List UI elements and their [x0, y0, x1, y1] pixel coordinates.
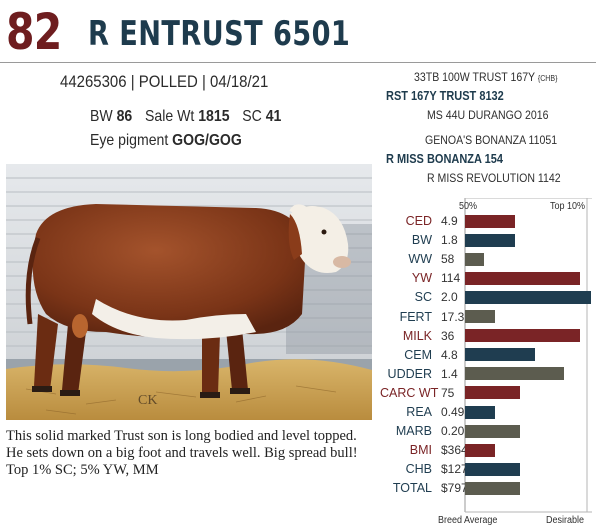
- epd-value-udder: 1.4: [441, 366, 458, 381]
- epd-value-fert: 17.3: [441, 309, 465, 324]
- registration-number: 44265306: [60, 72, 127, 91]
- eye-pigment-value: GOG/GOG: [172, 132, 242, 149]
- epd-label-bmi: BMI: [409, 443, 432, 458]
- eye-pigment: Eye pigment GOG/GOG: [90, 131, 242, 151]
- epd-bar-cem: [465, 348, 535, 362]
- epd-label-milk: MILK: [402, 328, 432, 343]
- epd-bar-bmi: [465, 443, 495, 457]
- epd-value-cem: 4.8: [441, 347, 458, 362]
- epd-bar-chb: [465, 462, 520, 476]
- epd-chart: 50% Top 10% CED 4.9 BW 1.8 WW 58 YW 114 SC 2.0 FER…: [380, 198, 592, 526]
- epd-value-yw: 114: [441, 271, 461, 286]
- chart-label-breed-average: Breed Average: [438, 515, 498, 526]
- epd-label-ww: WW: [408, 252, 432, 267]
- bw-value: 86: [116, 108, 133, 125]
- sale-wt-value: 1815: [198, 108, 230, 125]
- epd-bar-ww: [465, 252, 484, 266]
- bull-name: R ENTRUST 6501: [88, 14, 351, 54]
- epd-label-carc-wt: CARC WT: [380, 385, 439, 400]
- epd-value-sc: 2.0: [441, 290, 458, 305]
- sc-value: 41: [265, 108, 282, 125]
- sale-wt-label: Sale Wt: [144, 108, 195, 125]
- photo-watermark: CK: [138, 393, 157, 408]
- epd-label-total: TOTAL: [392, 481, 432, 496]
- pedigree-sire: RST 167Y TRUST 8132: [386, 89, 504, 103]
- bw-label: BW: [90, 108, 113, 125]
- epd-label-sc: SC: [414, 290, 432, 305]
- chart-label-50-percent: 50%: [459, 201, 478, 212]
- epd-label-rea: REA: [406, 405, 432, 419]
- epd-label-bw: BW: [411, 233, 432, 248]
- lot-number: 82: [6, 3, 62, 61]
- registration-line: 44265306 | POLLED | 04/18/21: [60, 72, 268, 92]
- epd-value-bw: 1.8: [441, 233, 458, 248]
- epd-bar-milk: [465, 329, 580, 343]
- epd-value-bmi: $364: [441, 443, 468, 458]
- epd-bar-fert: [465, 310, 495, 323]
- pedigree-sire-dam: MS 44U DURANGO 2016: [427, 108, 549, 122]
- separator: |: [201, 72, 206, 91]
- epd-label-cem: CEM: [404, 347, 432, 362]
- epd-bar-marb: [465, 424, 520, 438]
- epd-bar-bw: [465, 233, 515, 247]
- bull-illustration: CK: [6, 164, 372, 420]
- bull-photo: CK: [6, 164, 372, 420]
- header-divider: [0, 62, 596, 63]
- epd-value-total: $797: [441, 481, 468, 496]
- epd-label-chb: CHB: [405, 462, 432, 477]
- polled-status: POLLED: [138, 72, 198, 91]
- epd-bar-udder: [465, 367, 564, 381]
- epd-value-carc-wt: 75: [441, 385, 455, 400]
- pedigree-sire-sire: 33TB 100W TRUST 167Y {CHB}: [414, 70, 558, 84]
- epd-value-rea: 0.49: [441, 405, 465, 419]
- epd-value-ww: 58: [441, 252, 455, 267]
- bull-description: This solid marked Trust son is long bodi…: [6, 428, 358, 478]
- epd-value-milk: 36: [441, 328, 455, 343]
- pedigree-dam: R MISS BONANZA 154: [386, 152, 503, 166]
- epd-bar-ced: [465, 214, 515, 228]
- separator: |: [130, 72, 135, 91]
- epd-bar-total: [465, 481, 520, 495]
- performance-stats: BW 86 Sale Wt 1815 SC 41: [90, 107, 281, 127]
- chart-label-top-10: Top 10%: [550, 201, 586, 212]
- epd-label-marb: MARB: [395, 424, 432, 439]
- epd-bar-sc: [465, 290, 591, 304]
- chart-label-desirable: Desirable: [546, 515, 585, 526]
- epd-bar-carc-wt: [465, 386, 520, 400]
- epd-label-ced: CED: [405, 214, 432, 228]
- epd-bar-yw: [465, 271, 580, 285]
- epd-value-ced: 4.9: [441, 214, 458, 228]
- birth-date: 04/18/21: [210, 72, 269, 91]
- epd-label-udder: UDDER: [387, 366, 432, 381]
- eye-pigment-label: Eye pigment: [90, 132, 169, 149]
- pedigree-dam-sire: GENOA'S BONANZA 11051: [425, 133, 558, 147]
- sc-label: SC: [242, 108, 262, 125]
- epd-label-yw: YW: [411, 271, 432, 286]
- epd-value-marb: 0.20: [441, 424, 465, 439]
- epd-bar-rea: [465, 405, 495, 419]
- epd-value-chb: $127: [441, 462, 468, 477]
- epd-label-fert: FERT: [399, 309, 432, 324]
- pedigree-dam-dam: R MISS REVOLUTION 1142: [427, 171, 561, 185]
